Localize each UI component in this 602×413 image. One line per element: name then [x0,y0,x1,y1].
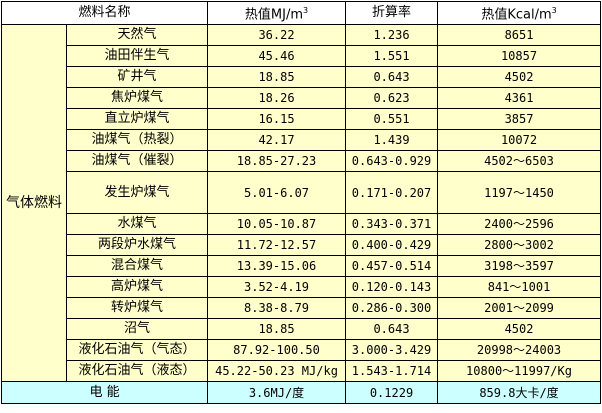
kcal-value: 10800～11997/Kg [437,360,602,382]
mj-value: 18.85 [207,66,347,88]
header-rate: 折算率 [345,1,439,25]
rate-value: 1.236 [345,24,439,46]
mj-value: 42.17 [207,129,347,151]
fuel-name: 发生炉煤气 [65,171,209,214]
fuel-name: 水煤气 [65,213,209,235]
fuel-name: 油田伴生气 [65,45,209,67]
kcal-value: 2800～3002 [437,234,602,256]
fuel-name: 高炉煤气 [65,276,209,298]
kcal-value: 3857 [437,108,602,130]
table-row: 转炉煤气 8.38-8.79 0.286-0.300 2001～2099 [2,297,602,319]
kcal-value: 859.8大卡/度 [437,381,602,404]
mj-value: 10.05-10.87 [207,213,347,235]
mj-value: 13.39-15.06 [207,255,347,277]
kcal-value: 2001～2099 [437,297,602,319]
fuel-name: 油煤气（催裂） [65,150,209,172]
kcal-value: 8651 [437,24,602,46]
header-row: 燃料名称 热值MJ/m3 折算率 热值Kcal/m3 [0,1,602,25]
fuel-heat-value-table: 燃料名称 热值MJ/m3 折算率 热值Kcal/m3 气体燃料 天然气 36.22 1… [0,1,602,404]
rate-value: 0.643 [345,318,439,340]
kcal-value: 1197～1450 [437,171,602,214]
kcal-value: 4361 [437,87,602,109]
kcal-value: 4502 [437,66,602,88]
rate-value: 0.286-0.300 [345,297,439,319]
mj-value: 11.72-12.57 [207,234,347,256]
rate-value: 0.643 [345,66,439,88]
table-row: 发生炉煤气 5.01-6.07 0.171-0.207 1197～1450 [2,171,602,214]
fuel-name: 矿井气 [65,66,209,88]
table-row: 两段炉水煤气 11.72-12.57 0.400-0.429 2800～3002 [2,234,602,256]
mj-value: 5.01-6.07 [207,171,347,214]
table-row: 混合煤气 13.39-15.06 0.457-0.514 3198～3597 [2,255,602,277]
table-row: 直立炉煤气 16.15 0.551 3857 [2,108,602,130]
fuel-name: 液化石油气（气态） [65,339,209,361]
mj-value: 87.92-100.50 [207,339,347,361]
table-row: 油煤气（催裂） 18.85-27.23 0.643-0.929 4502～6503 [2,150,602,172]
table-row: 水煤气 10.05-10.87 0.343-0.371 2400～2596 [2,213,602,235]
rate-value: 0.643-0.929 [345,150,439,172]
fuel-name: 油煤气（热裂） [65,129,209,151]
kcal-value: 2400～2596 [437,213,602,235]
kcal-value: 4502～6503 [437,150,602,172]
table-row: 高炉煤气 3.52-4.19 0.120-0.143 841～1001 [2,276,602,298]
mj-value: 3.6MJ/度 [207,381,347,404]
rate-value: 0.623 [345,87,439,109]
mj-value: 45.22-50.23 MJ/kg [207,360,347,382]
header-mj-sup: 3 [303,5,309,15]
rate-value: 0.1229 [345,381,439,404]
table-row: 焦炉煤气 18.26 0.623 4361 [2,87,602,109]
group-label: 气体燃料 [1,24,67,382]
mj-value: 18.85-27.23 [207,150,347,172]
table-row: 液化石油气（气态） 87.92-100.50 3.000-3.429 20998～24… [2,339,602,361]
kcal-value: 4502 [437,318,602,340]
fuel-name: 焦炉煤气 [65,87,209,109]
rate-value: 0.551 [345,108,439,130]
header-mj-text: 热值MJ/m [244,7,304,23]
rate-value: 1.543-1.714 [345,360,439,382]
table-row: 液化石油气（液态） 45.22-50.23 MJ/kg 1.543-1.714 108… [2,360,602,382]
kcal-value: 10072 [437,129,602,151]
table-row: 气体燃料 天然气 36.22 1.236 8651 [1,24,602,382]
header-kcal: 热值Kcal/m3 [437,1,602,25]
rate-value: 0.120-0.143 [345,276,439,298]
electric-row: 电 能 3.6MJ/度 0.1229 859.8大卡/度 [0,381,602,404]
table-row: 油田伴生气 45.46 1.551 10857 [2,45,602,67]
rate-value: 0.457-0.514 [345,255,439,277]
fuel-name: 混合煤气 [65,255,209,277]
kcal-value: 20998～24003 [437,339,602,361]
header-fuel-name: 燃料名称 [0,1,209,25]
mj-value: 16.15 [207,108,347,130]
fuel-name: 沼气 [65,318,209,340]
table-row: 油煤气（热裂） 42.17 1.439 10072 [2,129,602,151]
fuel-name: 两段炉水煤气 [65,234,209,256]
header-kcal-text: 热值Kcal/m [481,7,552,23]
mj-value: 45.46 [207,45,347,67]
fuel-name: 直立炉煤气 [65,108,209,130]
kcal-value: 841～1001 [437,276,602,298]
header-kcal-sup: 3 [551,5,557,15]
rate-value: 0.171-0.207 [345,171,439,214]
mj-value: 18.85 [207,318,347,340]
rate-value: 0.400-0.429 [345,234,439,256]
mj-value: 18.26 [207,87,347,109]
fuel-name: 转炉煤气 [65,297,209,319]
fuel-name: 液化石油气（液态） [65,360,209,382]
rate-value: 3.000-3.429 [345,339,439,361]
mj-value: 36.22 [207,24,347,46]
rate-value: 1.551 [345,45,439,67]
mj-value: 8.38-8.79 [207,297,347,319]
fuel-name: 天然气 [65,24,209,46]
fuel-name: 电 能 [0,381,209,404]
header-mj: 热值MJ/m3 [207,1,347,25]
mj-value: 3.52-4.19 [207,276,347,298]
table-row: 矿井气 18.85 0.643 4502 [2,66,602,88]
table-row: 沼气 18.85 0.643 4502 [2,318,602,340]
rate-value: 1.439 [345,129,439,151]
kcal-value: 10857 [437,45,602,67]
rate-value: 0.343-0.371 [345,213,439,235]
kcal-value: 3198～3597 [437,255,602,277]
